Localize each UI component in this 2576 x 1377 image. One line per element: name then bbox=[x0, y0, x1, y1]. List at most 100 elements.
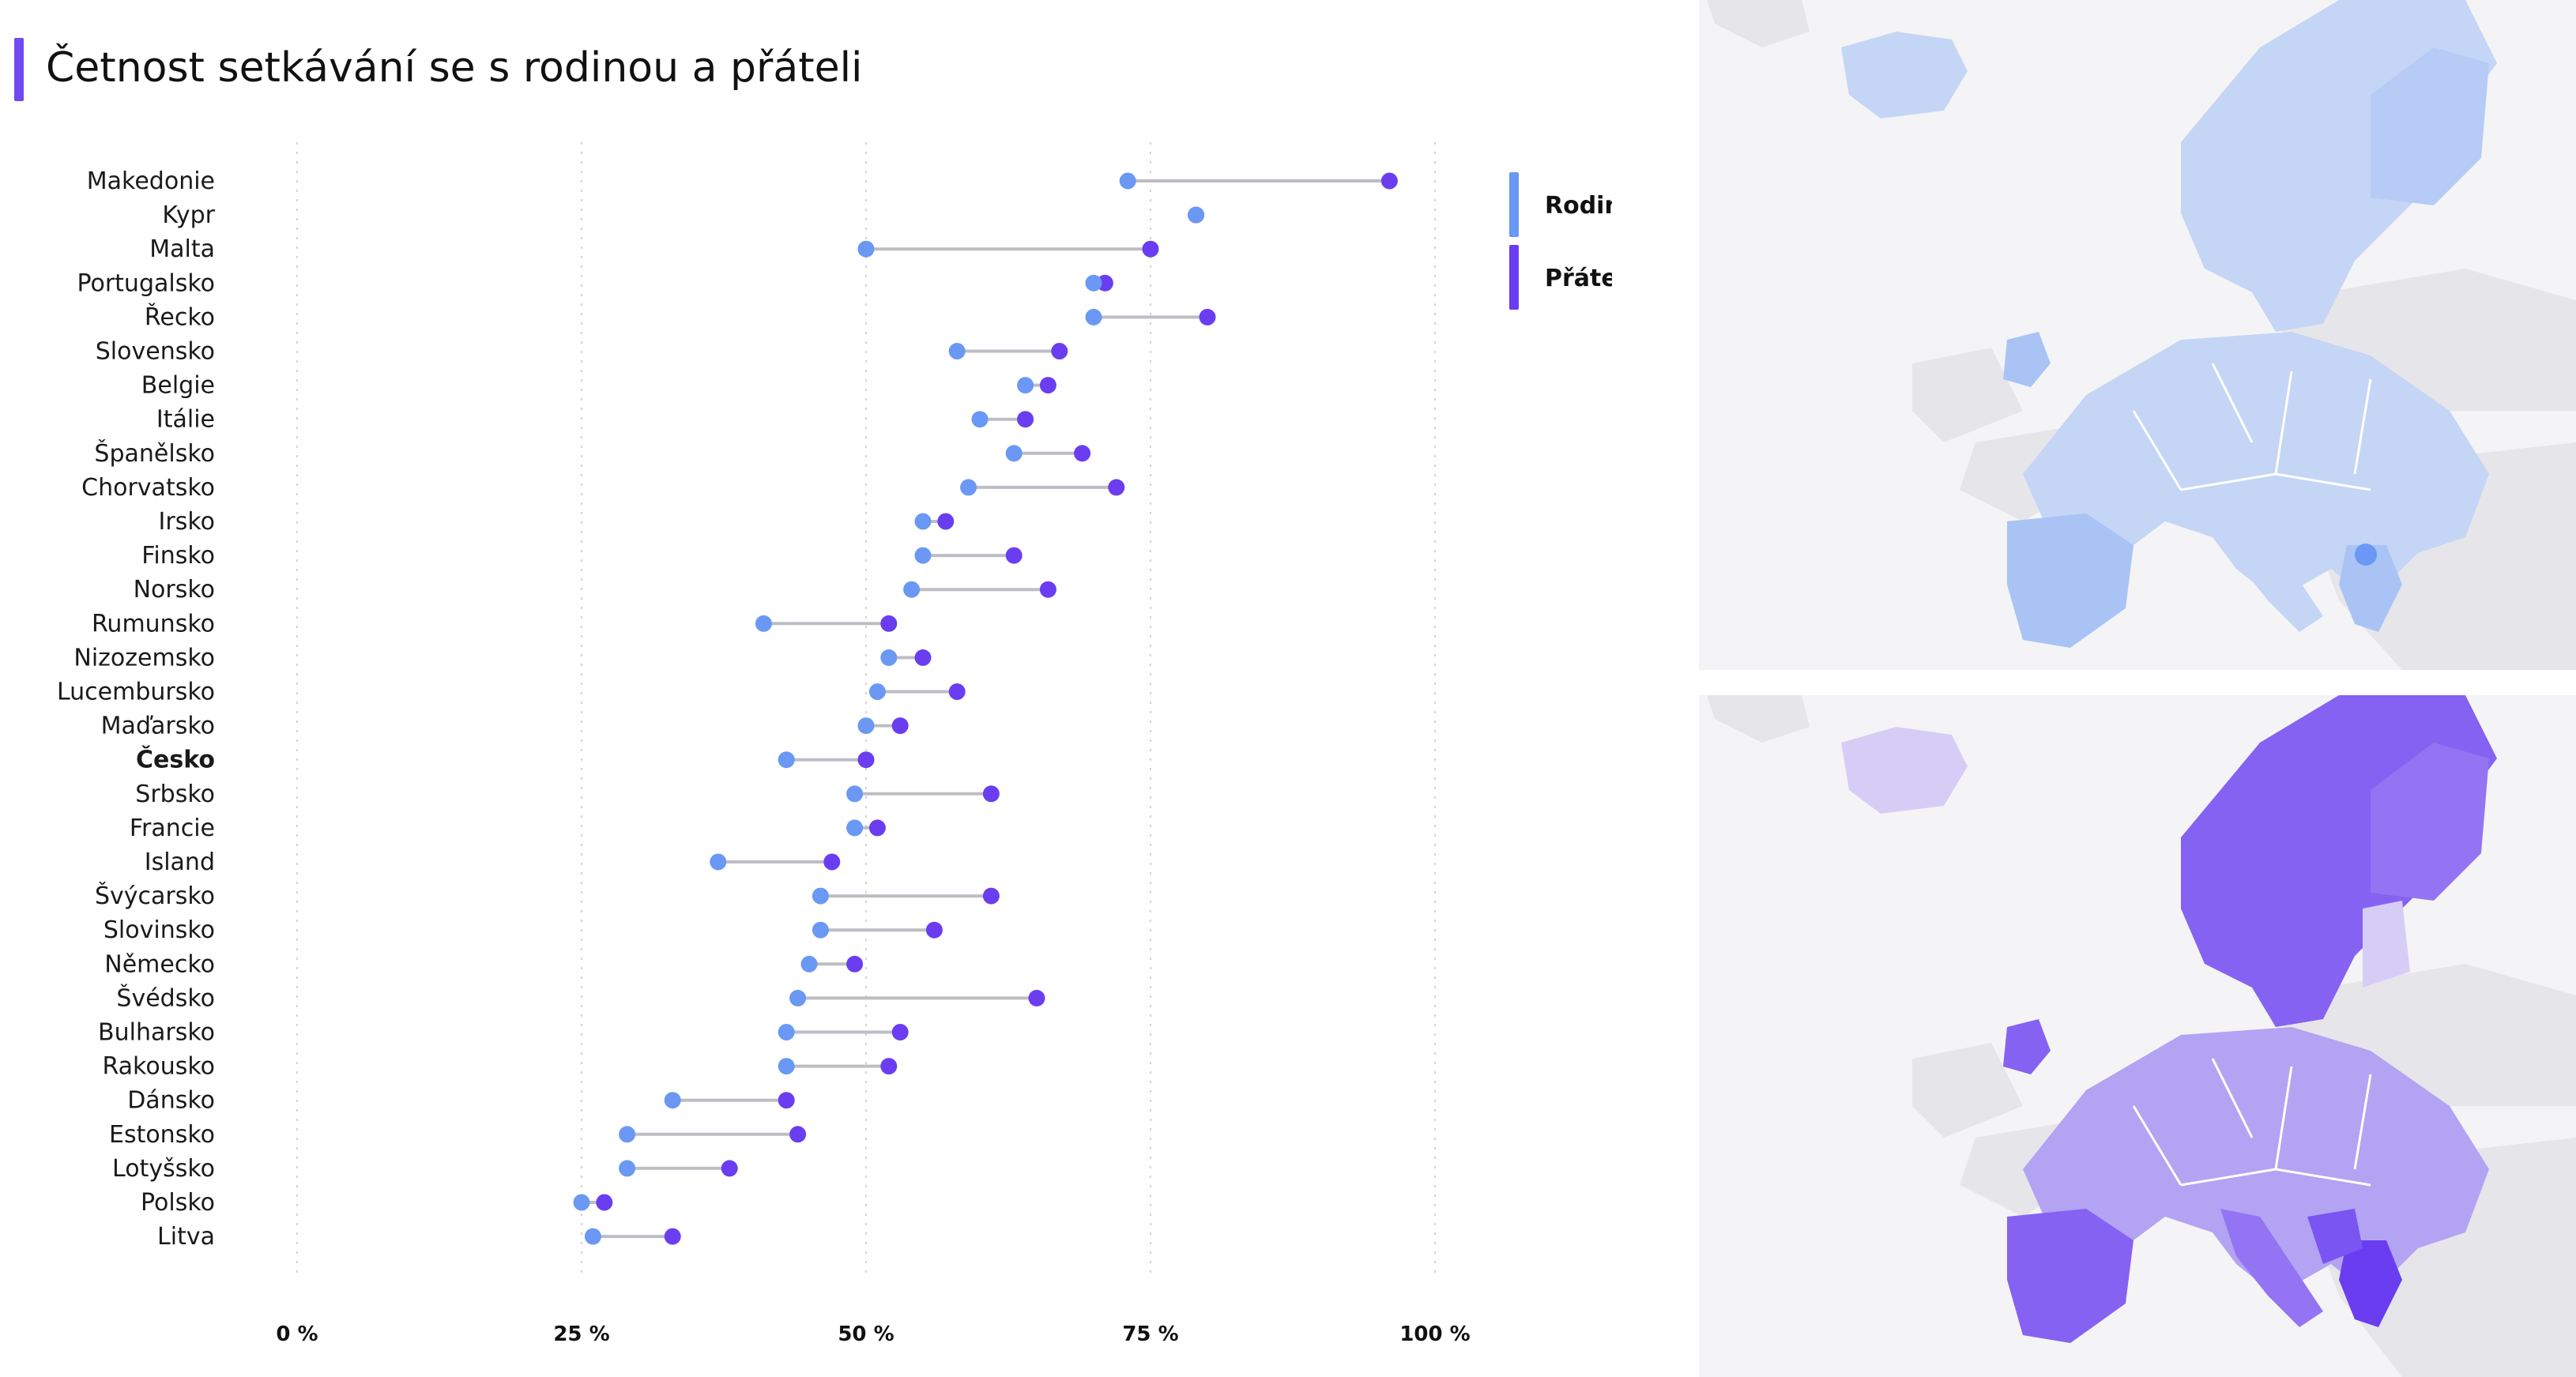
category-label: Řecko bbox=[145, 303, 215, 331]
legend-swatch bbox=[1509, 245, 1519, 310]
dot-layer bbox=[573, 172, 1398, 1245]
category-label: Irsko bbox=[159, 508, 215, 536]
dot-rodina bbox=[1017, 377, 1034, 394]
category-label: Rakousko bbox=[102, 1053, 215, 1081]
dot-pratele bbox=[596, 1194, 613, 1211]
dot-pratele bbox=[1380, 172, 1398, 190]
dot-pratele bbox=[982, 887, 1000, 905]
x-axis-ticks: 0 % 25 % 50 % 75 % 100 % bbox=[276, 1322, 1470, 1346]
dot-rodina bbox=[778, 751, 795, 769]
dot-rodina bbox=[971, 411, 989, 428]
dot-pratele bbox=[982, 785, 1000, 803]
dot-rodina bbox=[755, 615, 772, 632]
chart-title: Četnost setkávání se s rodinou a přáteli bbox=[46, 44, 863, 92]
x-tick-label: 100 % bbox=[1399, 1322, 1470, 1346]
category-label: Chorvatsko bbox=[81, 474, 215, 502]
dot-pratele bbox=[1017, 411, 1034, 428]
category-label: Maďarsko bbox=[101, 713, 215, 740]
dot-pratele bbox=[1096, 274, 1113, 292]
dot-rodina bbox=[812, 887, 829, 905]
dot-pratele bbox=[1039, 581, 1056, 598]
dot-rodina bbox=[1085, 308, 1102, 325]
category-label: Švýcarsko bbox=[95, 881, 215, 910]
dot-pratele bbox=[948, 683, 966, 700]
dot-pratele bbox=[1142, 240, 1159, 258]
dot-rodina bbox=[960, 479, 977, 496]
dot-rodina bbox=[1188, 206, 1205, 224]
dot-rodina bbox=[914, 547, 932, 564]
dot-pratele bbox=[1074, 445, 1091, 462]
category-label: Island bbox=[145, 848, 215, 876]
dot-pratele bbox=[925, 921, 943, 939]
category-label: Portugalsko bbox=[77, 269, 215, 297]
category-labels: Makedonie Kypr Malta Portugalsko Řecko Sloven… bbox=[57, 167, 216, 1251]
category-label: Španělsko bbox=[94, 438, 215, 468]
category-label: Lotyšsko bbox=[112, 1155, 215, 1183]
dot-pratele bbox=[823, 853, 841, 871]
map-rodina bbox=[1699, 0, 2576, 670]
category-label: Německo bbox=[104, 950, 215, 978]
category-label: Francie bbox=[130, 815, 215, 842]
dot-pratele bbox=[914, 649, 932, 666]
title-accent-bar bbox=[14, 38, 24, 101]
category-label: Bulharsko bbox=[98, 1019, 215, 1047]
dot-rodina bbox=[1119, 172, 1136, 190]
category-label: Malta bbox=[149, 235, 215, 263]
grid-layer bbox=[296, 142, 1436, 1280]
dot-rodina bbox=[573, 1194, 590, 1211]
x-tick-label: 0 % bbox=[276, 1322, 318, 1346]
dot-rodina bbox=[800, 955, 818, 973]
dot-pratele bbox=[721, 1160, 738, 1177]
category-label: Estonsko bbox=[109, 1121, 215, 1149]
dot-pratele bbox=[937, 513, 955, 530]
dot-rodina bbox=[664, 1092, 681, 1109]
dot-pratele bbox=[1108, 479, 1125, 496]
category-label: Norsko bbox=[134, 576, 215, 604]
map-pratele bbox=[1699, 695, 2576, 1377]
dot-pratele bbox=[1199, 308, 1216, 325]
dot-pratele bbox=[891, 1024, 909, 1040]
dot-pratele bbox=[1051, 343, 1068, 359]
legend-swatch bbox=[1509, 172, 1519, 237]
dot-rodina bbox=[1085, 274, 1102, 292]
dot-pratele bbox=[880, 615, 898, 632]
category-label: Kypr bbox=[162, 201, 215, 229]
dot-rodina bbox=[710, 853, 727, 871]
dot-rodina bbox=[914, 513, 932, 530]
dot-rodina bbox=[789, 989, 807, 1006]
x-tick-label: 50 % bbox=[838, 1322, 894, 1346]
dot-pratele bbox=[789, 1126, 807, 1143]
legend: Rodina Přátelé bbox=[1509, 172, 1612, 310]
category-label: Dánsko bbox=[127, 1087, 215, 1115]
category-label: Belgie bbox=[141, 372, 215, 400]
dot-pratele bbox=[1005, 547, 1022, 564]
category-label: Lucembursko bbox=[57, 679, 215, 706]
dot-rodina bbox=[846, 785, 864, 803]
dot-rodina bbox=[584, 1228, 601, 1245]
category-label: Slovinsko bbox=[104, 916, 215, 944]
legend-label: Rodina bbox=[1545, 192, 1612, 220]
category-label: Makedonie bbox=[87, 167, 215, 195]
category-label: Slovensko bbox=[96, 338, 215, 366]
dot-rodina bbox=[868, 683, 886, 700]
dot-pratele bbox=[868, 819, 886, 837]
category-label: Finsko bbox=[141, 542, 215, 570]
dot-rodina bbox=[778, 1058, 795, 1075]
dot-pratele bbox=[891, 717, 909, 735]
dot-pratele bbox=[1028, 989, 1045, 1006]
category-label: Litva bbox=[157, 1223, 215, 1251]
dot-rodina bbox=[846, 819, 864, 837]
dot-pratele bbox=[880, 1058, 898, 1075]
dot-rodina bbox=[857, 240, 875, 258]
dot-rodina bbox=[948, 343, 966, 359]
dot-pratele bbox=[1039, 377, 1056, 394]
category-label: Nizozemsko bbox=[73, 644, 215, 672]
dot-rodina bbox=[1005, 445, 1022, 462]
category-label: Rumunsko bbox=[92, 610, 215, 638]
category-label: Srbsko bbox=[135, 781, 215, 808]
dot-pratele bbox=[857, 751, 875, 769]
dot-pratele bbox=[664, 1228, 681, 1245]
dot-rodina bbox=[619, 1126, 636, 1143]
category-label: Švédsko bbox=[116, 983, 215, 1012]
legend-label: Přátelé bbox=[1545, 265, 1612, 292]
